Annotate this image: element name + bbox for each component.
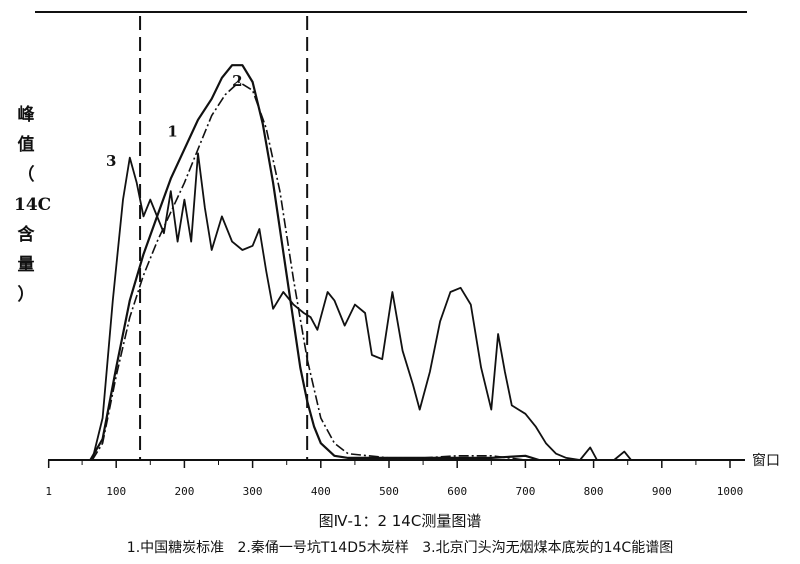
x-tick-label: 500 (379, 485, 399, 498)
x-axis-title: 窗口 (752, 452, 780, 469)
x-tick-label: 200 (174, 485, 194, 498)
y-axis-title-char: 含 (17, 225, 35, 245)
window-markers (139, 16, 309, 460)
x-tick-label: 1000 (717, 485, 744, 498)
x-tick-label: 300 (243, 485, 263, 498)
x-tick-label: 400 (311, 485, 331, 498)
x-tick-label: 800 (584, 485, 604, 498)
y-axis-title-char: 量 (17, 255, 35, 275)
series-2-line (91, 81, 526, 461)
curve-label-3: 3 (106, 152, 116, 170)
x-tick-label: 100 (106, 485, 126, 498)
y-axis-title-char: ） (17, 285, 35, 305)
y-axis-title: 峰 值 （ 14C 含 量 ） (14, 100, 52, 310)
y-axis-title-char: （ (17, 165, 35, 185)
x-tick-label: 900 (652, 485, 672, 498)
series-layer (89, 64, 632, 462)
x-tick-label: 700 (515, 485, 535, 498)
y-axis-title-char: 峰 (17, 105, 35, 125)
x-tick-label: 1 (45, 485, 52, 498)
curve-label-1: 1 (167, 123, 177, 141)
y-axis-title-char: 值 (17, 135, 35, 155)
chart-title: 图Ⅳ-1：2 14C测量图谱 (318, 512, 482, 530)
x-ticks: 1 100 200 300 400 500 600 700 800 900 1000 (45, 460, 743, 498)
series-1-line (89, 64, 540, 462)
curve-labels: 1 2 3 (106, 72, 243, 170)
curve-label-2: 2 (232, 72, 242, 90)
y-axis-title-char: 14C (14, 195, 52, 215)
series-3-line (91, 152, 632, 461)
chart-legend-text: 1.中国糖炭标准 2.秦俑一号坑T14D5木炭样 3.北京门头沟无烟煤本底炭的1… (126, 540, 674, 556)
x-tick-label: 600 (447, 485, 467, 498)
